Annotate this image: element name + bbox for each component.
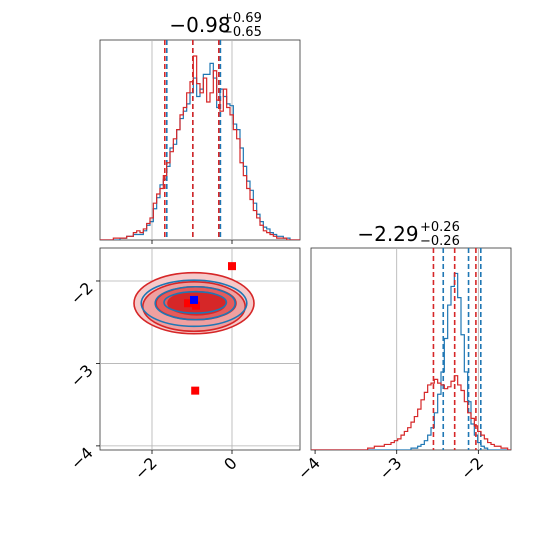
contour-blue-level-1: [154, 285, 236, 321]
contour-y-tick-label-1: −3: [67, 361, 97, 391]
hist-p1-title-sup: +0.69: [222, 11, 262, 26]
hist-p1-title: −0.98: [169, 13, 230, 37]
hist-p2-x-tick-label-0: −4: [294, 453, 324, 483]
hist-p2-title-sub: −0.26: [420, 234, 460, 249]
hist-p2-series-1-step-line: [311, 375, 511, 450]
contour-x-tick-label-1: 0: [220, 453, 241, 474]
contour-red-marker-0: [228, 262, 236, 271]
contour-blue-level-0: [140, 279, 248, 328]
hist-p2-title-sup: +0.26: [420, 220, 460, 235]
contour-red-marker-1: [184, 299, 192, 308]
contour-blue-marker-0: [190, 295, 198, 304]
hist-p1-title-sub: −0.65: [222, 25, 262, 40]
hist-p1-frame: [99, 39, 301, 241]
hist-p2-title: −2.29: [357, 222, 418, 246]
hist-p2-title-main: −2.29: [357, 222, 418, 246]
hist-p2-plot: [311, 248, 511, 450]
contour-y-tick-label-2: −4: [67, 443, 97, 473]
hist-p1-series-1-step-line: [100, 55, 300, 240]
hist-p1-plot: [100, 40, 300, 240]
hist-p1-title-main: −0.98: [169, 13, 230, 37]
contour-blue-level-2: [163, 290, 228, 314]
contour-red-marker-2: [192, 301, 200, 310]
contour-red-marker-3: [191, 386, 200, 395]
hist-p2-series-0-step-line: [311, 272, 511, 450]
hist-p2-x-tick-label-1: −3: [375, 453, 405, 483]
hist-p2-x-tick-label-2: −2: [457, 453, 487, 483]
hist-p2-frame: [310, 247, 512, 451]
contour-y-tick-label-0: −2: [67, 278, 97, 308]
contour-x-tick-label-0: −2: [131, 453, 161, 483]
contour-plot: [133, 262, 255, 395]
